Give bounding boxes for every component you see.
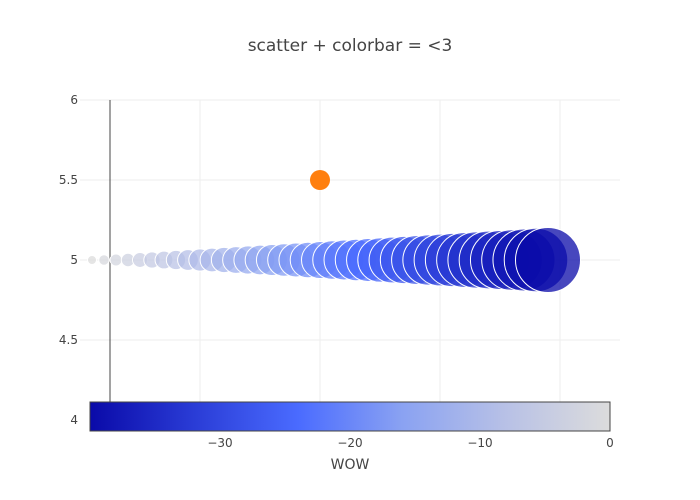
colorbar-tick-label: −10 [467, 436, 492, 450]
y-axis-ticks: 4 4.5 5 5.5 6 [59, 93, 78, 427]
y-tick-label: 5.5 [59, 173, 78, 187]
scatter-point [109, 253, 123, 267]
y-tick-label: 4.5 [59, 333, 78, 347]
scatter-point [98, 254, 110, 266]
y-tick-label: 5 [70, 253, 78, 267]
colorbar-tick-label: 0 [606, 436, 614, 450]
y-tick-label: 6 [70, 93, 78, 107]
scatter-point [515, 227, 581, 293]
scatter-point [87, 255, 97, 265]
highlight-point [310, 170, 330, 190]
colorbar-tick-label: −30 [207, 436, 232, 450]
colorbar-tick-label: −20 [337, 436, 362, 450]
y-tick-label: 4 [70, 413, 78, 427]
data-points [87, 170, 581, 293]
colorbar-title: WOW [331, 457, 370, 473]
chart-title: scatter + colorbar = <3 [248, 36, 453, 56]
colorbar: −30 −20 −10 0 WOW [89, 401, 614, 473]
colorbar-bar [89, 401, 611, 432]
